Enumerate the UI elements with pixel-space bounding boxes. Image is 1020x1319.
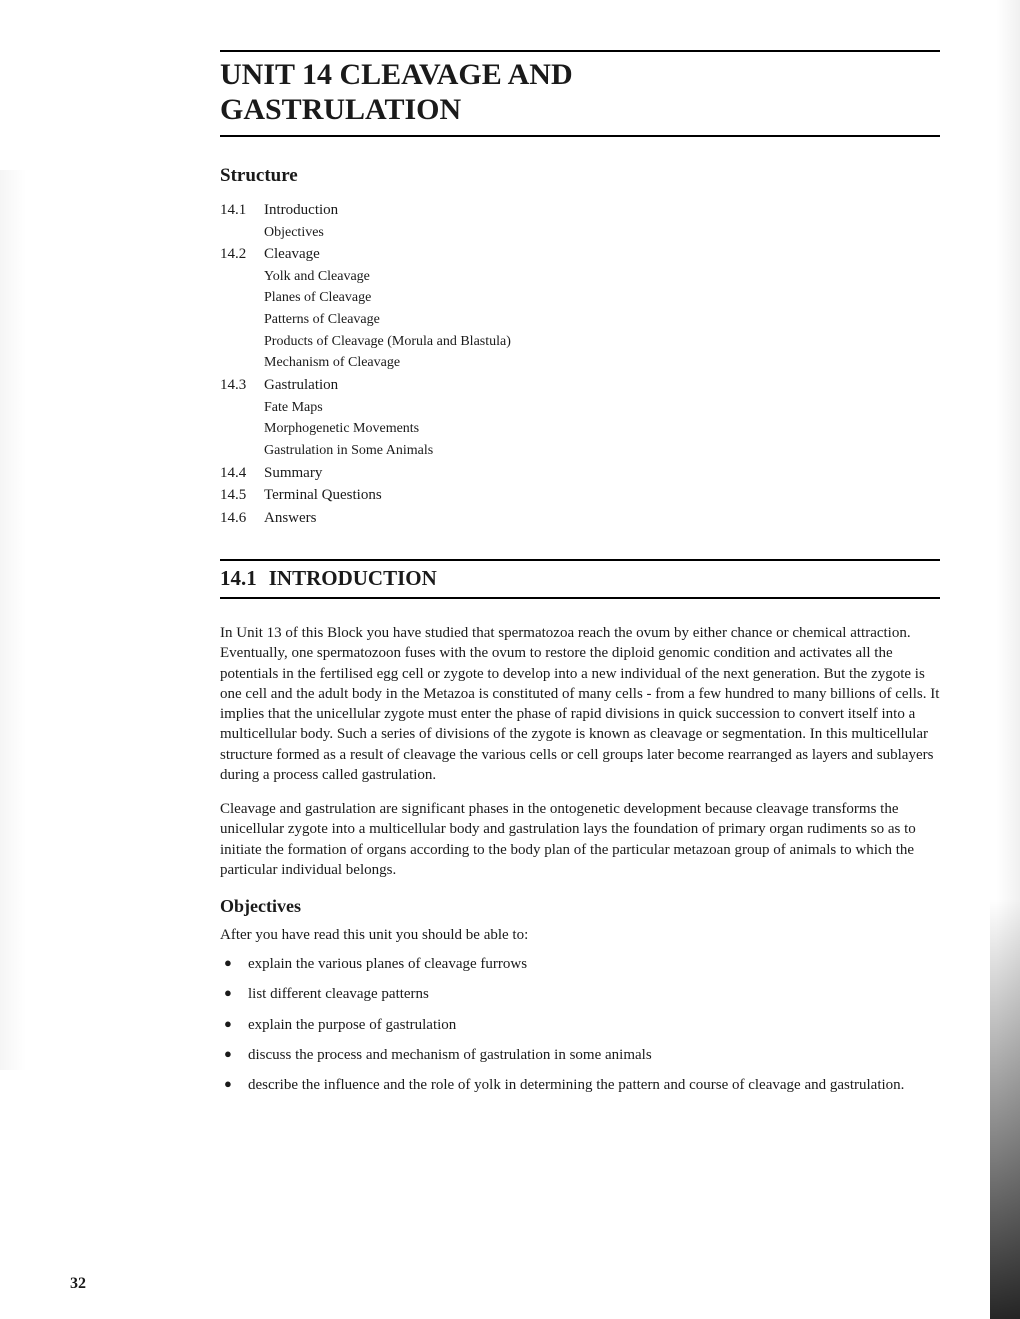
toc-item-label: Summary bbox=[264, 462, 940, 485]
toc-subitem: Fate Maps bbox=[220, 397, 940, 419]
toc-subitem: Gastrulation in Some Animals bbox=[220, 440, 940, 462]
toc-subitem: Products of Cleavage (Morula and Blastul… bbox=[220, 331, 940, 353]
section-heading: 14.1 INTRODUCTION bbox=[220, 566, 940, 591]
toc-subitem: Yolk and Cleavage bbox=[220, 266, 940, 288]
unit-title: UNIT 14 CLEAVAGE AND GASTRULATION bbox=[220, 50, 940, 137]
structure-heading: Structure bbox=[220, 165, 940, 187]
table-of-contents: 14.1IntroductionObjectives14.2CleavageYo… bbox=[220, 199, 940, 529]
toc-item: 14.6Answers bbox=[220, 507, 940, 530]
objectives-list: explain the various planes of cleavage f… bbox=[220, 954, 940, 1095]
objectives-intro: After you have read this unit you should… bbox=[220, 927, 940, 944]
toc-item-label: Cleavage bbox=[264, 243, 940, 266]
toc-item: 14.2Cleavage bbox=[220, 243, 940, 266]
objectives-heading: Objectives bbox=[220, 896, 940, 917]
toc-item: 14.5Terminal Questions bbox=[220, 484, 940, 507]
page-number: 32 bbox=[70, 1275, 86, 1293]
toc-subitem: Objectives bbox=[220, 222, 940, 244]
toc-item-number: 14.3 bbox=[220, 374, 264, 397]
scan-artifact-corner bbox=[990, 899, 1020, 1319]
scan-artifact-right bbox=[996, 0, 1020, 1319]
page-content: UNIT 14 CLEAVAGE AND GASTRULATION Struct… bbox=[220, 50, 940, 1105]
objective-item: explain the purpose of gastrulation bbox=[220, 1015, 940, 1035]
toc-item: 14.1Introduction bbox=[220, 199, 940, 222]
toc-item-number: 14.4 bbox=[220, 462, 264, 485]
section-number: 14.1 bbox=[220, 566, 257, 590]
section-label: INTRODUCTION bbox=[269, 566, 437, 590]
toc-item-label: Terminal Questions bbox=[264, 484, 940, 507]
toc-item-label: Answers bbox=[264, 507, 940, 530]
objective-item: discuss the process and mechanism of gas… bbox=[220, 1045, 940, 1065]
toc-item: 14.4Summary bbox=[220, 462, 940, 485]
toc-subitem: Morphogenetic Movements bbox=[220, 418, 940, 440]
section-heading-rule: 14.1 INTRODUCTION bbox=[220, 559, 940, 599]
intro-paragraph-1: In Unit 13 of this Block you have studie… bbox=[220, 623, 940, 785]
toc-subitem: Planes of Cleavage bbox=[220, 287, 940, 309]
objective-item: describe the influence and the role of y… bbox=[220, 1075, 940, 1095]
toc-item: 14.3Gastrulation bbox=[220, 374, 940, 397]
toc-subitem: Patterns of Cleavage bbox=[220, 309, 940, 331]
objective-item: list different cleavage patterns bbox=[220, 984, 940, 1004]
scan-artifact-left bbox=[0, 170, 26, 1070]
toc-subitem: Mechanism of Cleavage bbox=[220, 352, 940, 374]
toc-item-label: Introduction bbox=[264, 199, 940, 222]
toc-item-number: 14.1 bbox=[220, 199, 264, 222]
toc-item-number: 14.2 bbox=[220, 243, 264, 266]
toc-item-label: Gastrulation bbox=[264, 374, 940, 397]
toc-item-number: 14.5 bbox=[220, 484, 264, 507]
toc-item-number: 14.6 bbox=[220, 507, 264, 530]
objective-item: explain the various planes of cleavage f… bbox=[220, 954, 940, 974]
intro-paragraph-2: Cleavage and gastrulation are significan… bbox=[220, 799, 940, 880]
